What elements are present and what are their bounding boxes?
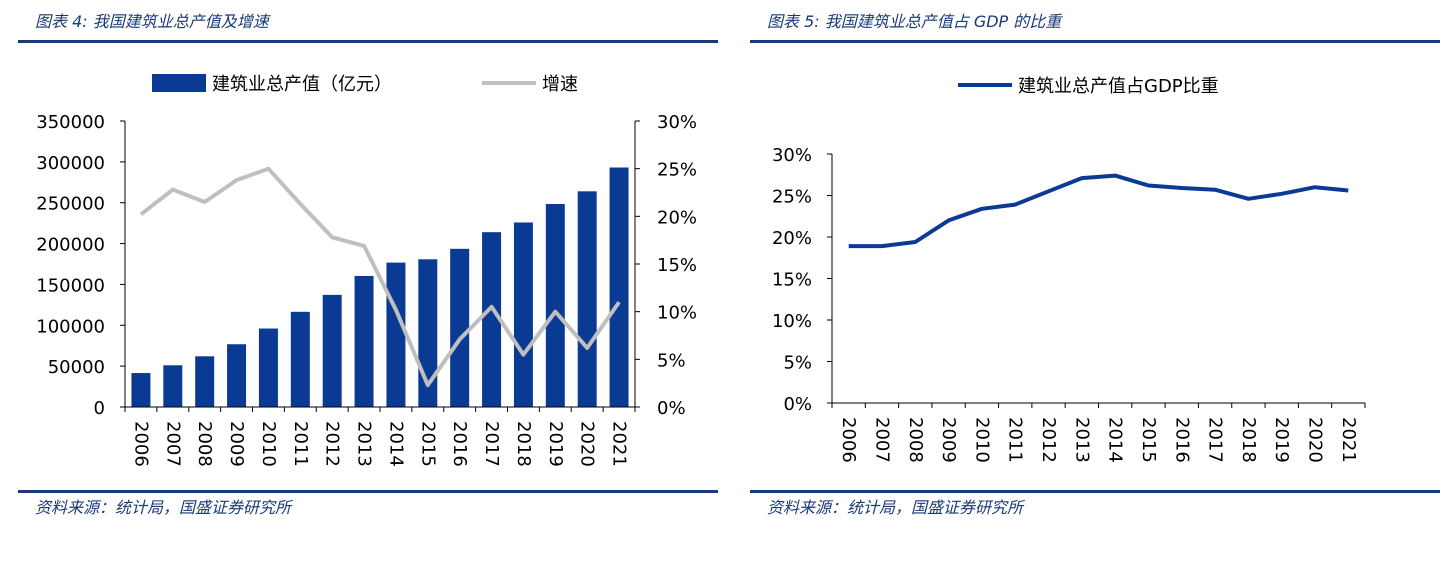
bar-2016 xyxy=(450,248,470,407)
bar-2008 xyxy=(195,356,215,407)
right-chart: 0% 5% 10% 15% 20% 25% 30% 2006 2007 2008 2009 2010 2… xyxy=(772,76,1366,463)
legend-label-growth: 增速 xyxy=(542,74,578,95)
x-tick-label: 2021 xyxy=(1338,417,1359,463)
y-tick-label: 5% xyxy=(783,353,812,374)
x-tick-label: 2013 xyxy=(354,421,375,467)
right-source-rule xyxy=(750,490,1440,493)
bar-2012 xyxy=(322,294,342,407)
x-tick-label: 2007 xyxy=(871,417,892,463)
growth-rate-line xyxy=(139,166,621,388)
x-tick-label: 2021 xyxy=(609,421,630,467)
left-y-tick-label: 150000 xyxy=(36,275,105,296)
left-y-tick-label: 50000 xyxy=(48,357,105,378)
left-figure-panel: 图表 4: 我国建筑业总产值及增速 0 50000 100000 150000 2000… xyxy=(18,12,718,517)
x-tick-label: 2012 xyxy=(322,421,343,467)
legend-swatch-bar xyxy=(152,74,206,92)
y-tick-label: 20% xyxy=(772,228,812,249)
x-tick-label: 2018 xyxy=(513,421,534,467)
bar-2014 xyxy=(386,262,406,407)
x-tick-label: 2019 xyxy=(545,421,566,467)
left-y-tick-label: 200000 xyxy=(36,235,105,256)
x-tick-label: 2019 xyxy=(1271,417,1292,463)
y-tick-label: 15% xyxy=(772,270,812,291)
left-chart: 0 50000 100000 150000 200000 250000 300000 3500… xyxy=(36,74,697,467)
right-y-tick-label: 0% xyxy=(657,398,686,419)
right-y-tick-label: 25% xyxy=(657,160,697,181)
bar-2013 xyxy=(354,275,374,407)
x-tick-label: 2015 xyxy=(1138,417,1159,463)
x-tick-label: 2012 xyxy=(1038,417,1059,463)
gdp-share-line xyxy=(848,173,1349,249)
left-y-tick-label: 100000 xyxy=(36,316,105,337)
bar-2018 xyxy=(513,222,533,407)
bar-2021 xyxy=(609,167,629,407)
bar-2011 xyxy=(290,311,310,407)
right-y-tick-label: 5% xyxy=(657,350,686,371)
x-tick-label: 2009 xyxy=(938,417,959,463)
right-title-rule xyxy=(750,40,1440,43)
right-y-tick-label: 15% xyxy=(657,255,697,276)
x-tick-label: 2020 xyxy=(1305,417,1326,463)
left-title-rule xyxy=(18,40,718,43)
y-tick-label: 0% xyxy=(783,394,812,415)
x-tick-label: 2006 xyxy=(130,421,151,467)
bar-2009 xyxy=(227,344,247,407)
y-tick-label: 25% xyxy=(772,187,812,208)
x-tick-label: 2011 xyxy=(1005,417,1026,463)
x-tick-label: 2014 xyxy=(1105,417,1126,463)
x-tick-label: 2010 xyxy=(971,417,992,463)
x-tick-label: 2020 xyxy=(577,421,598,467)
legend-label-share: 建筑业总产值占GDP比重 xyxy=(1018,76,1219,97)
x-tick-label: 2008 xyxy=(194,421,215,467)
x-tick-label: 2009 xyxy=(226,421,247,467)
x-tick-label: 2010 xyxy=(258,421,279,467)
x-tick-label: 2008 xyxy=(905,417,926,463)
bar-2019 xyxy=(545,203,565,407)
right-figure-panel: 图表 5: 我国建筑业总产值占 GDP 的比重 0% 5% 10% 15% 20% 25%… xyxy=(722,0,1444,571)
x-tick-label: 2006 xyxy=(838,417,859,463)
x-tick-label: 2018 xyxy=(1238,417,1259,463)
left-source-rule xyxy=(18,490,718,493)
left-figure-title: 图表 4: 我国建筑业总产值及增速 xyxy=(35,12,269,31)
bar-2020 xyxy=(577,191,597,407)
x-tick-label: 2014 xyxy=(385,421,406,467)
left-y-tick-label: 0 xyxy=(94,398,105,419)
x-tick-label: 2017 xyxy=(481,421,502,467)
bar-2010 xyxy=(258,328,278,407)
x-tick-label: 2016 xyxy=(449,421,470,467)
bar-2007 xyxy=(163,365,183,407)
left-y-tick-label: 300000 xyxy=(36,153,105,174)
x-tick-label: 2011 xyxy=(290,421,311,467)
right-y-tick-label: 20% xyxy=(657,207,697,228)
x-tick-label: 2007 xyxy=(162,421,183,467)
bar-2017 xyxy=(482,232,502,407)
left-y-tick-label: 350000 xyxy=(36,112,105,133)
legend-label-output: 建筑业总产值（亿元） xyxy=(212,74,392,95)
y-tick-label: 30% xyxy=(772,145,812,166)
right-source-note: 资料来源：统计局，国盛证券研究所 xyxy=(767,498,1024,517)
x-tick-label: 2016 xyxy=(1171,417,1192,463)
bar-2006 xyxy=(131,373,151,407)
left-source-note: 资料来源：统计局，国盛证券研究所 xyxy=(35,498,292,517)
x-tick-label: 2015 xyxy=(417,421,438,467)
right-y-tick-label: 30% xyxy=(657,112,697,133)
left-y-tick-label: 250000 xyxy=(36,194,105,215)
right-y-tick-label: 10% xyxy=(657,303,697,324)
x-tick-label: 2013 xyxy=(1071,417,1092,463)
right-figure-title: 图表 5: 我国建筑业总产值占 GDP 的比重 xyxy=(767,12,1062,31)
x-tick-label: 2017 xyxy=(1205,417,1226,463)
y-tick-label: 10% xyxy=(772,311,812,332)
